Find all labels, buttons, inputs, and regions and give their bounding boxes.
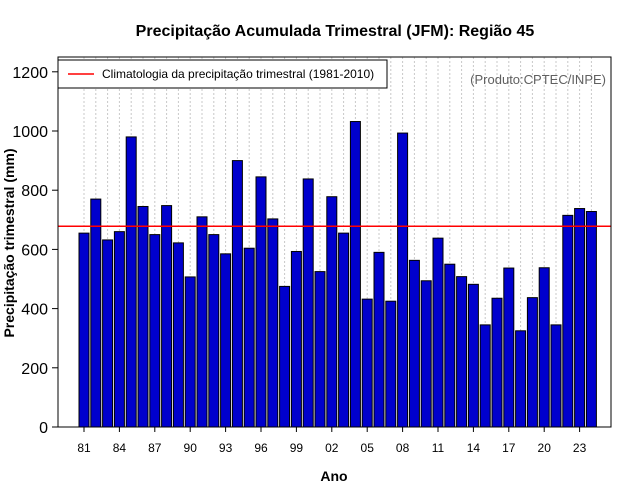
x-tick-label: 81 bbox=[77, 441, 91, 455]
x-tick-label: 99 bbox=[290, 441, 304, 455]
bar bbox=[385, 300, 397, 428]
bar bbox=[243, 247, 255, 428]
bar bbox=[149, 234, 161, 428]
bar bbox=[515, 330, 527, 428]
y-tick-label: 1000 bbox=[12, 124, 48, 141]
y-axis: 0 200 400 600 800 1000 1200 bbox=[12, 65, 58, 437]
bar bbox=[302, 178, 314, 428]
bar bbox=[78, 232, 90, 428]
legend: Climatologia da precipitação trimestral … bbox=[57, 59, 388, 89]
bar bbox=[279, 285, 291, 428]
y-tick-label: 800 bbox=[21, 183, 48, 200]
bar bbox=[503, 267, 515, 428]
y-tick-label: 0 bbox=[39, 420, 48, 437]
bar bbox=[208, 234, 220, 428]
x-axis-title: Ano bbox=[320, 468, 347, 484]
x-axis: 81 84 87 90 93 96 99 02 05 08 11 14 17 20 23 bbox=[77, 427, 587, 455]
bar bbox=[479, 324, 491, 428]
x-tick-label: 17 bbox=[502, 441, 516, 455]
y-tick-label: 600 bbox=[21, 242, 48, 259]
x-tick-label: 11 bbox=[432, 441, 445, 455]
x-tick-label: 96 bbox=[254, 441, 268, 455]
y-tick-label: 1200 bbox=[12, 65, 48, 82]
bar bbox=[125, 136, 137, 428]
bar bbox=[408, 259, 420, 428]
bar bbox=[184, 276, 196, 428]
bar bbox=[314, 271, 326, 428]
x-tick-label: 14 bbox=[467, 441, 481, 455]
bar bbox=[326, 196, 338, 428]
y-tick-label: 400 bbox=[21, 302, 48, 319]
x-tick-label: 93 bbox=[219, 441, 233, 455]
legend-box bbox=[57, 59, 388, 89]
bar bbox=[397, 132, 409, 428]
bar bbox=[172, 242, 184, 428]
bar bbox=[373, 251, 385, 428]
bar bbox=[467, 283, 479, 428]
bar bbox=[432, 237, 444, 428]
bar bbox=[444, 263, 456, 428]
bar bbox=[562, 214, 574, 428]
bars-group bbox=[78, 121, 597, 428]
x-tick-label: 23 bbox=[573, 441, 587, 455]
bar bbox=[338, 232, 350, 428]
bar bbox=[574, 208, 586, 428]
bar bbox=[137, 205, 149, 428]
bar bbox=[585, 211, 597, 428]
chart-title: Precipitação Acumulada Trimestral (JFM):… bbox=[136, 23, 535, 40]
bar bbox=[90, 198, 102, 428]
bar bbox=[349, 121, 361, 428]
bar bbox=[456, 276, 468, 428]
bar bbox=[161, 205, 173, 428]
bar bbox=[361, 298, 373, 428]
x-tick-label: 02 bbox=[325, 441, 339, 455]
bar bbox=[102, 239, 114, 428]
product-annotation: (Produto:CPTEC/INPE) bbox=[470, 72, 606, 87]
x-tick-label: 05 bbox=[361, 441, 375, 455]
plot-frame bbox=[57, 56, 612, 428]
bar bbox=[255, 176, 267, 428]
x-tick-label: 08 bbox=[396, 441, 410, 455]
bar bbox=[526, 297, 538, 428]
y-tick-label: 200 bbox=[21, 361, 48, 378]
bar bbox=[113, 231, 125, 428]
bar bbox=[491, 297, 503, 428]
bar bbox=[220, 253, 232, 428]
bar bbox=[538, 267, 550, 428]
bar bbox=[290, 250, 302, 428]
x-tick-label: 20 bbox=[538, 441, 552, 455]
x-tick-label: 90 bbox=[184, 441, 198, 455]
x-tick-label: 84 bbox=[113, 441, 127, 455]
bar bbox=[267, 218, 279, 428]
bar bbox=[550, 324, 562, 428]
y-axis-title: Precipitação trimestral (mm) bbox=[1, 148, 17, 337]
bar bbox=[231, 160, 243, 428]
x-tick-label: 87 bbox=[148, 441, 162, 455]
bar bbox=[420, 280, 432, 428]
legend-label: Climatologia da precipitação trimestral … bbox=[102, 67, 374, 81]
bar bbox=[196, 216, 208, 428]
